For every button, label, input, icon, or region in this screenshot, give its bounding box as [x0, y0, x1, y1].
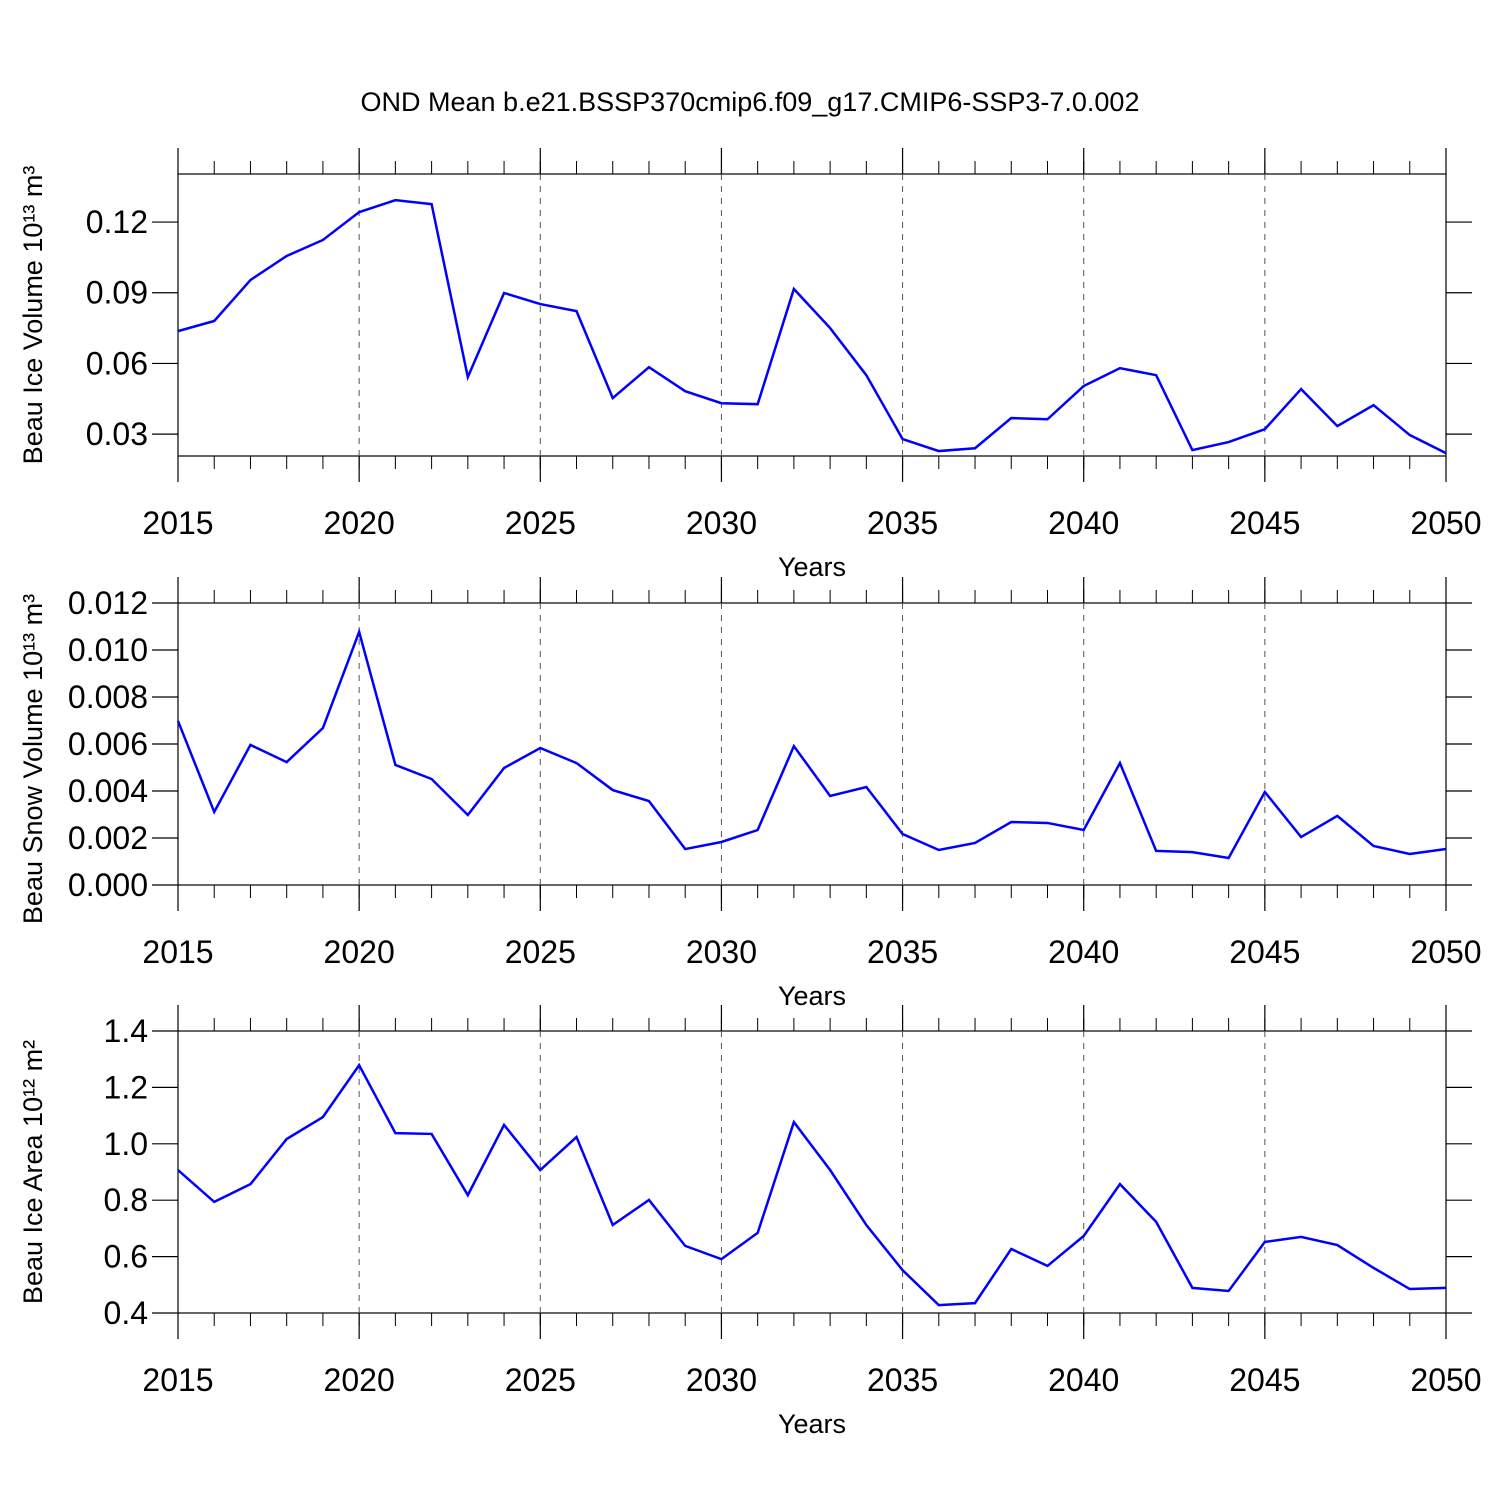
x-tick-label: 2030 [686, 1362, 757, 1398]
data-line [177, 198, 1447, 455]
y-tick-label: 0.012 [68, 585, 148, 621]
x-tick-label: 2020 [324, 1362, 395, 1398]
x-tick-label: 2015 [142, 934, 213, 970]
y-tick-label: 1.0 [104, 1126, 148, 1162]
plot-frame [177, 173, 1447, 457]
x-axis-label: Years [778, 1409, 846, 1439]
y-tick-label: 0.09 [86, 275, 148, 311]
y-tick-label: 1.2 [104, 1069, 148, 1105]
y-tick-label: 0.004 [68, 773, 148, 809]
y-tick-label: 0.03 [86, 416, 148, 452]
x-tick-label: 2015 [142, 505, 213, 541]
plot-frame [177, 1030, 1447, 1314]
x-tick-label: 2030 [686, 505, 757, 541]
x-tick-label: 2050 [1410, 1362, 1481, 1398]
y-tick-label: 0.6 [104, 1239, 148, 1275]
x-tick-label: 2035 [867, 1362, 938, 1398]
y-tick-label: 0.4 [104, 1295, 148, 1331]
x-tick-label: 2020 [324, 934, 395, 970]
x-tick-label: 2040 [1048, 1362, 1119, 1398]
y-axis-label: Beau Ice Area 10¹² m² [18, 1040, 48, 1304]
y-tick-label: 0.8 [104, 1182, 148, 1218]
x-tick-label: 2050 [1410, 505, 1481, 541]
y-tick-label: 0.000 [68, 867, 148, 903]
x-tick-label: 2040 [1048, 934, 1119, 970]
y-tick-label: 0.002 [68, 820, 148, 856]
x-tick-label: 2030 [686, 934, 757, 970]
y-axis-label: Beau Ice Volume 10¹³ m³ [18, 166, 48, 465]
x-tick-label: 2035 [867, 934, 938, 970]
chart-title: OND Mean b.e21.BSSP370cmip6.f09_g17.CMIP… [361, 87, 1140, 117]
x-tick-label: 2020 [324, 505, 395, 541]
data-line [177, 1062, 1447, 1307]
y-tick-label: 0.006 [68, 726, 148, 762]
x-tick-label: 2045 [1229, 505, 1300, 541]
x-tick-label: 2025 [505, 934, 576, 970]
x-tick-label: 2040 [1048, 505, 1119, 541]
y-tick-label: 0.12 [86, 204, 148, 240]
data-line [176, 627, 1447, 860]
plot-frame [177, 602, 1447, 886]
y-tick-label: 0.06 [86, 345, 148, 381]
x-tick-label: 2050 [1410, 934, 1481, 970]
x-axis-label: Years [778, 552, 846, 582]
x-tick-label: 2045 [1229, 934, 1300, 970]
y-tick-label: 0.008 [68, 679, 148, 715]
x-tick-label: 2045 [1229, 1362, 1300, 1398]
y-axis-label: Beau Snow Volume 10¹³ m³ [18, 594, 48, 924]
x-tick-label: 2025 [505, 505, 576, 541]
x-axis-label: Years [778, 981, 846, 1011]
x-tick-label: 2035 [867, 505, 938, 541]
y-tick-label: 0.010 [68, 632, 148, 668]
y-tick-label: 1.4 [104, 1013, 148, 1049]
x-tick-label: 2025 [505, 1362, 576, 1398]
x-tick-label: 2015 [142, 1362, 213, 1398]
